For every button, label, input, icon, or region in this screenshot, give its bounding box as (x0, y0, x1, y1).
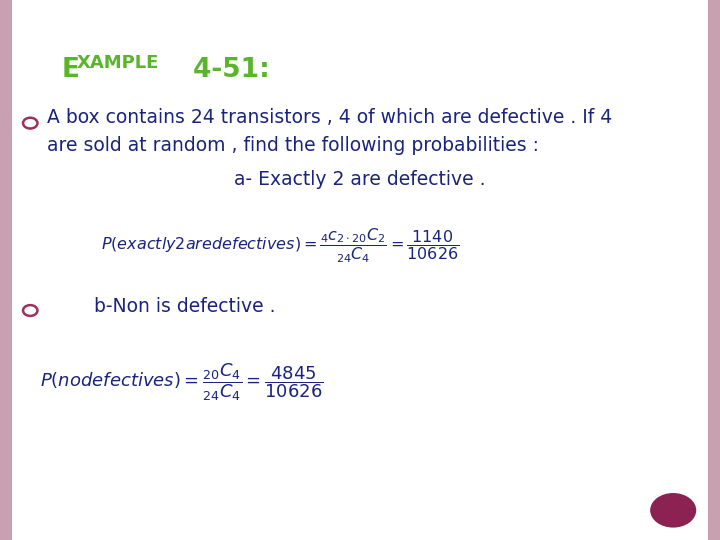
Text: E: E (61, 57, 79, 83)
Text: are sold at random , find the following probabilities :: are sold at random , find the following … (47, 136, 539, 155)
Circle shape (650, 493, 696, 528)
Text: $P(exactly2aredefectives) = \dfrac{_{4}c_{2\cdot 20}C_{2}}{_{24}C_{4}} = \dfrac{: $P(exactly2aredefectives) = \dfrac{_{4}c… (101, 227, 459, 265)
Text: a- Exactly 2 are defective .: a- Exactly 2 are defective . (234, 170, 486, 189)
Text: $P(nodefectives) = \dfrac{_{20}C_{4}}{_{24}C_{4}} = \dfrac{4845}{10626}$: $P(nodefectives) = \dfrac{_{20}C_{4}}{_{… (40, 362, 323, 403)
FancyBboxPatch shape (0, 0, 12, 540)
Text: A box contains 24 transistors , 4 of which are defective . If 4: A box contains 24 transistors , 4 of whi… (47, 108, 612, 127)
FancyBboxPatch shape (708, 0, 720, 540)
Text: b-Non is defective .: b-Non is defective . (94, 297, 275, 316)
Text: XAMPLE: XAMPLE (77, 54, 159, 72)
Text: 4-51:: 4-51: (184, 57, 269, 83)
